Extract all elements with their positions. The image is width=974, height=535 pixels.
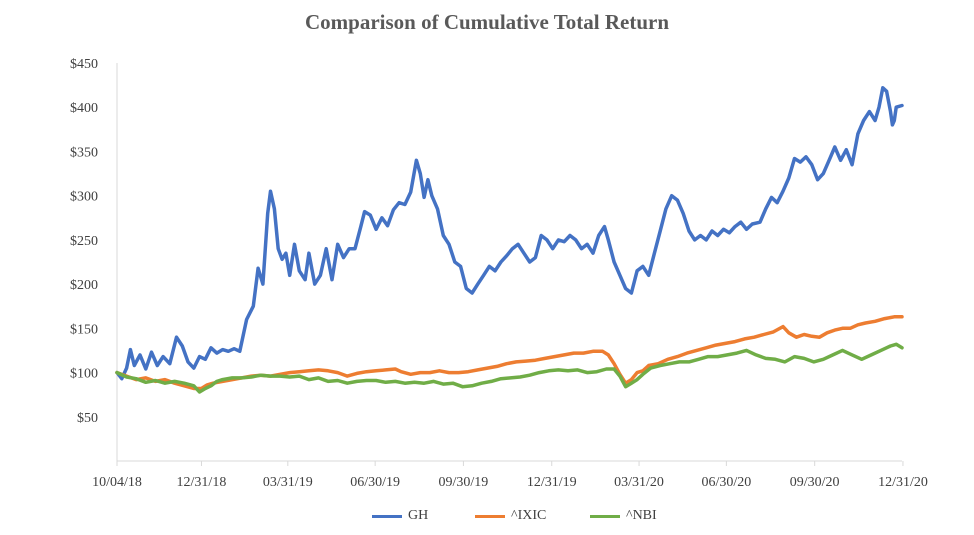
legend-item: ^IXIC <box>475 505 546 527</box>
x-tick-label: 09/30/20 <box>790 475 840 490</box>
series-layer <box>115 86 904 394</box>
series-line-gh <box>115 86 904 381</box>
x-tick-label: 06/30/19 <box>350 475 400 490</box>
x-tick-label: 03/31/19 <box>263 475 313 490</box>
x-tick-label: 06/30/20 <box>701 475 751 490</box>
y-tick-label: $200 <box>70 278 98 293</box>
chart-title: Comparison of Cumulative Total Return <box>304 10 670 34</box>
y-tick-label: $250 <box>70 234 98 249</box>
y-tick-label: $400 <box>70 101 98 116</box>
y-tick-label: $450 <box>70 57 98 72</box>
chart-legend: GH ^IXIC ^NBI <box>0 505 974 527</box>
legend-item: GH <box>372 505 428 527</box>
x-tick-label: 10/04/18 <box>92 475 142 490</box>
legend-swatch <box>590 514 620 518</box>
y-tick-label: $50 <box>77 411 98 426</box>
x-tick-label: 12/31/18 <box>177 475 227 490</box>
x-axis: 10/04/18 12/31/18 03/31/19 06/30/19 09/30/19… <box>92 460 928 490</box>
legend-label: ^IXIC <box>511 508 547 523</box>
y-tick-label: $300 <box>70 190 98 205</box>
y-tick-label: $150 <box>70 322 98 337</box>
y-tick-label: $350 <box>70 145 98 160</box>
x-tick-label: 09/30/19 <box>439 475 489 490</box>
y-axis: $50 $100 $150 $200 $250 $300 $350 $400 $450 <box>70 57 118 461</box>
line-chart: $50 $100 $150 $200 $250 $300 $350 $400 $450 10/0… <box>70 57 928 490</box>
legend-label: GH <box>408 508 429 523</box>
x-tick-label: 12/31/19 <box>527 475 577 490</box>
legend-swatch <box>372 514 402 518</box>
y-tick-label: $100 <box>70 367 98 382</box>
series-line-nbi <box>115 342 904 394</box>
legend-label: ^NBI <box>626 508 657 523</box>
legend-swatch <box>475 514 505 518</box>
legend-item: ^NBI <box>590 505 657 527</box>
x-tick-label: 12/31/20 <box>878 475 928 490</box>
x-tick-label: 03/31/20 <box>614 475 664 490</box>
